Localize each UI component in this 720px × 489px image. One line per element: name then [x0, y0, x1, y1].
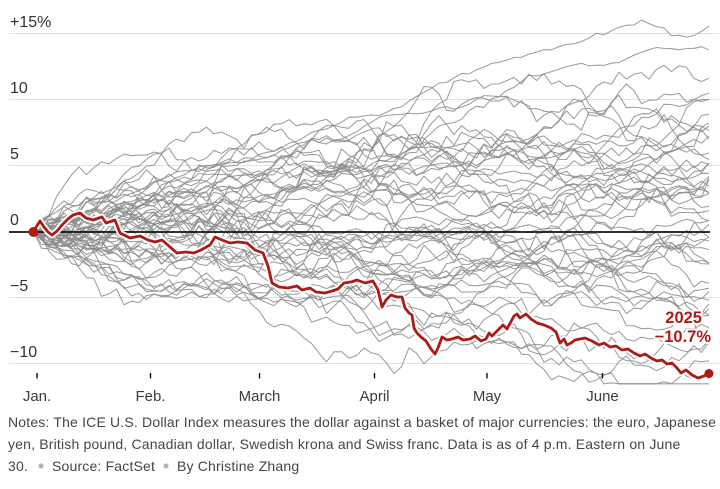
- svg-text:May: May: [473, 388, 502, 405]
- svg-text:+15%: +15%: [10, 14, 51, 31]
- svg-text:Jan.: Jan.: [23, 388, 51, 405]
- svg-text:5: 5: [10, 146, 19, 163]
- svg-text:30.: 30.: [8, 458, 28, 474]
- svg-text:−10.7%: −10.7%: [655, 328, 712, 346]
- svg-text:April: April: [359, 388, 389, 405]
- svg-text:March: March: [239, 388, 281, 405]
- svg-text:−5: −5: [10, 278, 28, 295]
- svg-text:Source: FactSet: Source: FactSet: [52, 458, 155, 474]
- svg-text:0: 0: [10, 212, 19, 229]
- svg-text:−10: −10: [10, 344, 37, 361]
- svg-text:June: June: [586, 388, 619, 405]
- svg-text:By Christine Zhang: By Christine Zhang: [177, 458, 299, 474]
- svg-text:Feb.: Feb.: [135, 388, 165, 405]
- svg-text:10: 10: [10, 80, 28, 97]
- svg-text:yen, British pound, Canadian d: yen, British pound, Canadian dollar, Swe…: [8, 436, 680, 452]
- svg-text:2025: 2025: [665, 309, 702, 327]
- svg-text:Notes: The ICE U.S. Dollar Ind: Notes: The ICE U.S. Dollar Index measure…: [8, 414, 716, 430]
